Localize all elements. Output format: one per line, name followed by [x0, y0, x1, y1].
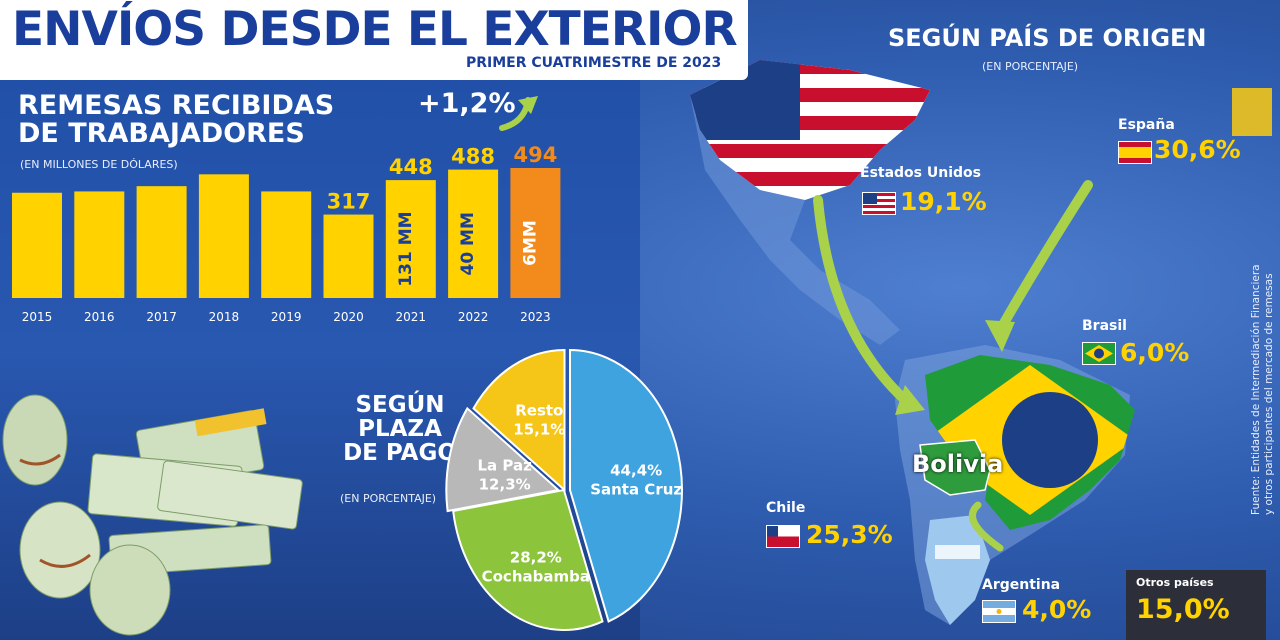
country-name-argentina: Argentina — [982, 577, 1061, 593]
otros-paises-box: Otros países 15,0% — [1126, 570, 1266, 640]
country-name-usa: Estados Unidos — [860, 165, 981, 181]
tick-label-2015: 2015 — [22, 310, 53, 324]
brazil-flag-icon — [1082, 342, 1116, 365]
country-value-argentina: 4,0% — [1022, 595, 1092, 624]
data-label-2023: 494 — [513, 143, 557, 167]
tick-label-2017: 2017 — [146, 310, 177, 324]
bar-2022 — [448, 169, 499, 298]
argentina-shape — [925, 515, 990, 625]
bar-note-2023: 6MM — [520, 220, 540, 266]
spain-arrow-head — [985, 320, 1015, 352]
tick-label-2020: 2020 — [333, 310, 364, 324]
otros-value: 15,0% — [1136, 594, 1230, 625]
bar-2016 — [74, 191, 125, 298]
plaza-unit: (EN PORCENTAJE) — [340, 492, 437, 505]
bar-2020 — [323, 214, 374, 298]
remesas-title-line2: DE TRABAJADORES — [18, 118, 305, 150]
country-name-brazil: Brasil — [1082, 318, 1127, 334]
source-note: Fuente: Entidades de Intermediación Fina… — [1250, 264, 1275, 515]
pie-label-0-a: 44,4% — [610, 461, 662, 479]
remesas-unit: (EN MILLONES DE DÓLARES) — [20, 158, 178, 171]
chile-flag-icon — [766, 525, 800, 548]
pie-slice-cochabamba — [452, 488, 604, 631]
page-subtitle: PRIMER CUATRIMESTRE DE 2023 — [466, 55, 722, 71]
pie-label-2-b: 12,3% — [479, 475, 531, 493]
bar-2021 — [385, 180, 436, 298]
country-value-chile: 25,3% — [806, 520, 893, 549]
spain-arrow — [995, 180, 1093, 335]
growth-arrow-head — [518, 96, 538, 114]
spain-shape — [1232, 88, 1272, 136]
otros-label: Otros países — [1136, 576, 1214, 589]
growth-label: +1,2% — [418, 88, 516, 119]
spain-flag-icon — [1118, 141, 1152, 164]
pie-label-3-a: Resto — [515, 401, 563, 419]
bar-note-2022: 40 MM — [458, 212, 478, 275]
data-label-2022: 488 — [451, 145, 495, 169]
origen-title: SEGÚN PAÍS DE ORIGEN — [888, 24, 1207, 52]
usa-flag-icon — [862, 192, 896, 215]
pie-slice-santa-cruz — [569, 348, 683, 623]
remesas-bar-chart: 2015 2016 2017 2018 2019 2020 317 2021 448 131 MM… — [12, 143, 561, 324]
plaza-title-line2: PLAZA — [358, 416, 442, 443]
chile-arrow — [968, 501, 1004, 552]
data-label-2021: 448 — [389, 155, 433, 179]
plaza-pie-chart: 44,4%Santa Cruz 28,2%Cochabamba La Paz12,3… — [445, 348, 683, 631]
money-illustration — [2, 394, 303, 636]
tick-label-2022: 2022 — [458, 310, 489, 324]
argentina-flag-icon — [982, 600, 1016, 623]
title-bar: ENVÍOS DESDE EL EXTERIOR PRIMER CUATRIME… — [0, 0, 748, 80]
bar-2019 — [261, 191, 312, 298]
country-value-usa: 19,1% — [900, 187, 987, 216]
pie-slice-resto — [472, 348, 566, 493]
bar-2015 — [12, 192, 62, 298]
tick-label-2021: 2021 — [396, 310, 427, 324]
remesas-title-line1: REMESAS RECIBIDAS — [18, 90, 335, 121]
source-line2: y otros participantes del mercado de rem… — [1262, 273, 1275, 515]
usa-arrow — [813, 195, 910, 405]
country-name-chile: Chile — [766, 500, 806, 516]
tick-label-2016: 2016 — [84, 310, 115, 324]
plaza-title-line1: SEGÚN — [355, 392, 445, 418]
pie-label-1-a: 28,2% — [510, 548, 562, 566]
plaza-title: SEGÚN PLAZA DE PAGO — [340, 392, 460, 467]
bar-2017 — [136, 186, 187, 298]
country-value-brazil: 6,0% — [1120, 338, 1190, 367]
tick-label-2023: 2023 — [520, 310, 551, 324]
bar-note-2021: 131 MM — [396, 211, 416, 286]
origen-unit: (EN PORCENTAJE) — [982, 60, 1079, 73]
bolivia-label: Bolivia — [912, 450, 1004, 478]
bar-2018 — [198, 174, 249, 298]
bolivia-shape — [919, 439, 991, 496]
tick-label-2018: 2018 — [209, 310, 240, 324]
pie-label-2-a: La Paz — [477, 456, 532, 474]
source-line1: Fuente: Entidades de Intermediación Fina… — [1250, 264, 1262, 515]
pie-label-0-b: Santa Cruz — [590, 480, 682, 498]
country-name-spain: España — [1118, 117, 1175, 133]
pie-label-3-b: 15,1% — [513, 420, 565, 438]
data-label-2020: 317 — [327, 190, 371, 214]
pie-label-1-b: Cochabamba — [482, 567, 590, 585]
page-title: ENVÍOS DESDE EL EXTERIOR — [12, 2, 738, 57]
plaza-title-line3: DE PAGO — [343, 440, 457, 467]
tick-label-2019: 2019 — [271, 310, 302, 324]
pie-slice-la-paz — [445, 406, 561, 513]
usa-arrow-head — [895, 385, 925, 415]
bar-2023 — [510, 168, 561, 298]
remesas-title: REMESAS RECIBIDAS DE TRABAJADORES — [18, 90, 335, 150]
country-value-spain: 30,6% — [1154, 135, 1241, 164]
